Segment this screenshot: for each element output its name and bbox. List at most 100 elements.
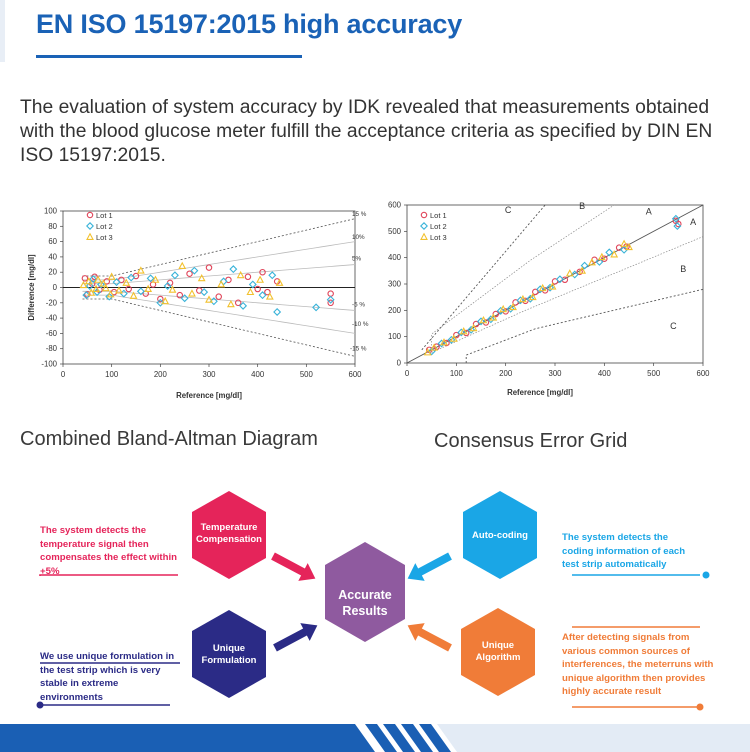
error-grid-chart: C B A A B C 600 500 400 300 200 100 00 100 200 300 400 50… — [388, 201, 710, 398]
formulation-arrow — [273, 623, 318, 652]
ba-limit-line — [82, 218, 356, 277]
ba-data-point — [136, 266, 145, 274]
eg-legend-label: Lot 1 — [430, 211, 447, 220]
ba-y-tick-label: -20 — [46, 298, 58, 307]
ba-limit-line — [82, 241, 356, 281]
eg-data-point — [538, 283, 547, 292]
ba-data-point — [264, 288, 271, 296]
ba-y-tick-label: 80 — [48, 222, 57, 231]
eg-data-point — [528, 292, 537, 301]
ba-data-point — [215, 293, 222, 300]
ba-legend-marker — [86, 222, 94, 230]
eg-data-point — [548, 282, 557, 290]
eg-data-point — [588, 258, 596, 266]
eg-data-point — [580, 261, 589, 270]
ba-data-point — [122, 278, 131, 286]
eg-x-tick-label: 100 — [450, 369, 464, 378]
ba-data-point — [239, 301, 248, 310]
eg-data-point — [459, 327, 468, 335]
eg-x-tick-label: 600 — [696, 369, 710, 378]
ba-data-point — [112, 278, 121, 287]
eg-x-tick-label: 300 — [548, 369, 562, 378]
eg-y-tick-label: 200 — [388, 306, 402, 315]
ba-legend-marker — [86, 211, 94, 219]
eg-data-point — [673, 222, 682, 231]
ba-band-label: -5 % — [352, 301, 365, 308]
ba-data-point — [259, 268, 266, 276]
eg-zone-label: C — [505, 205, 512, 215]
eg-data-point — [546, 283, 555, 292]
ba-x-tick-label: 300 — [202, 370, 216, 379]
ba-band-label: -10 % — [352, 321, 369, 328]
ba-data-point — [157, 295, 164, 303]
eg-x-tick-label: 400 — [598, 369, 612, 378]
formulation-label-line2: Formulation — [202, 655, 257, 666]
ba-data-point — [89, 275, 98, 284]
ba-data-point — [127, 273, 136, 282]
accurate-results-hexagon — [325, 542, 405, 642]
ba-data-point — [209, 297, 218, 306]
eg-data-point — [479, 315, 488, 324]
ba-data-point — [107, 272, 116, 280]
ba-data-point — [248, 280, 257, 289]
header-accent-bar — [0, 0, 5, 62]
ba-data-point — [178, 261, 187, 270]
eg-data-point — [519, 294, 527, 303]
eg-data-point — [576, 268, 583, 276]
temperature-connector — [39, 574, 178, 576]
autocoding-label: Auto-coding — [472, 530, 528, 541]
ba-data-point — [106, 290, 115, 298]
eg-y-tick-label: 300 — [388, 280, 402, 289]
ba-data-point — [118, 276, 125, 284]
eg-data-point — [440, 338, 448, 346]
temperature-label-line1: Temperature — [201, 522, 258, 533]
ba-legend-label: Lot 1 — [96, 211, 113, 220]
eg-data-point — [551, 278, 559, 285]
eg-data-point — [437, 339, 446, 348]
algorithm-arrow — [407, 623, 452, 652]
eg-data-point — [486, 315, 495, 324]
accurate-results-label-line2: Results — [342, 604, 387, 618]
ba-data-point — [99, 279, 108, 287]
ba-data-point — [256, 275, 265, 283]
autocoding-hexagon — [463, 491, 537, 579]
eg-data-point — [512, 299, 519, 306]
ba-data-point — [258, 291, 267, 300]
eg-zone-label: A — [690, 217, 696, 227]
ba-data-point — [190, 266, 199, 275]
eg-data-point — [499, 304, 508, 313]
ba-data-point — [105, 292, 114, 301]
eg-zone-label: A — [646, 206, 652, 216]
ba-data-point — [219, 277, 228, 286]
eg-data-point — [601, 255, 608, 262]
ba-data-point — [125, 285, 132, 293]
formulation-hexagon — [192, 610, 266, 698]
eg-y-tick-label: 400 — [388, 253, 402, 262]
ba-data-point — [101, 283, 110, 292]
eg-x-axis-label: Reference [mg/dl] — [507, 388, 573, 397]
ba-data-point — [265, 292, 274, 300]
ba-data-point — [79, 280, 88, 289]
eg-data-point — [536, 285, 545, 294]
algorithm-description: After detecting signals from various com… — [562, 632, 714, 697]
ba-data-point — [115, 286, 123, 294]
eg-zone-b-lower — [465, 288, 704, 363]
intro-paragraph: The evaluation of system accuracy by IDK… — [20, 97, 713, 166]
eg-zone-label: B — [579, 201, 585, 211]
eg-zone-label: C — [670, 321, 677, 331]
ba-band-label: 15 % — [352, 211, 367, 218]
eg-data-point — [489, 313, 498, 321]
eg-data-point — [467, 325, 476, 334]
eg-data-point — [625, 242, 633, 251]
eg-data-point — [595, 257, 604, 266]
autocoding-arrow — [407, 552, 452, 581]
title-underline — [36, 55, 302, 58]
autocoding-dot — [702, 571, 710, 579]
ba-y-tick-label: 40 — [48, 252, 57, 261]
ba-data-point — [200, 288, 209, 297]
eg-data-point — [447, 335, 456, 344]
ba-x-tick-label: 400 — [251, 370, 265, 379]
autocoding-description: The system detects the coding informatio… — [562, 532, 686, 570]
ba-data-point — [81, 275, 89, 282]
feature-diagram: Accurate Results Temperature Compensatio… — [0, 491, 750, 752]
